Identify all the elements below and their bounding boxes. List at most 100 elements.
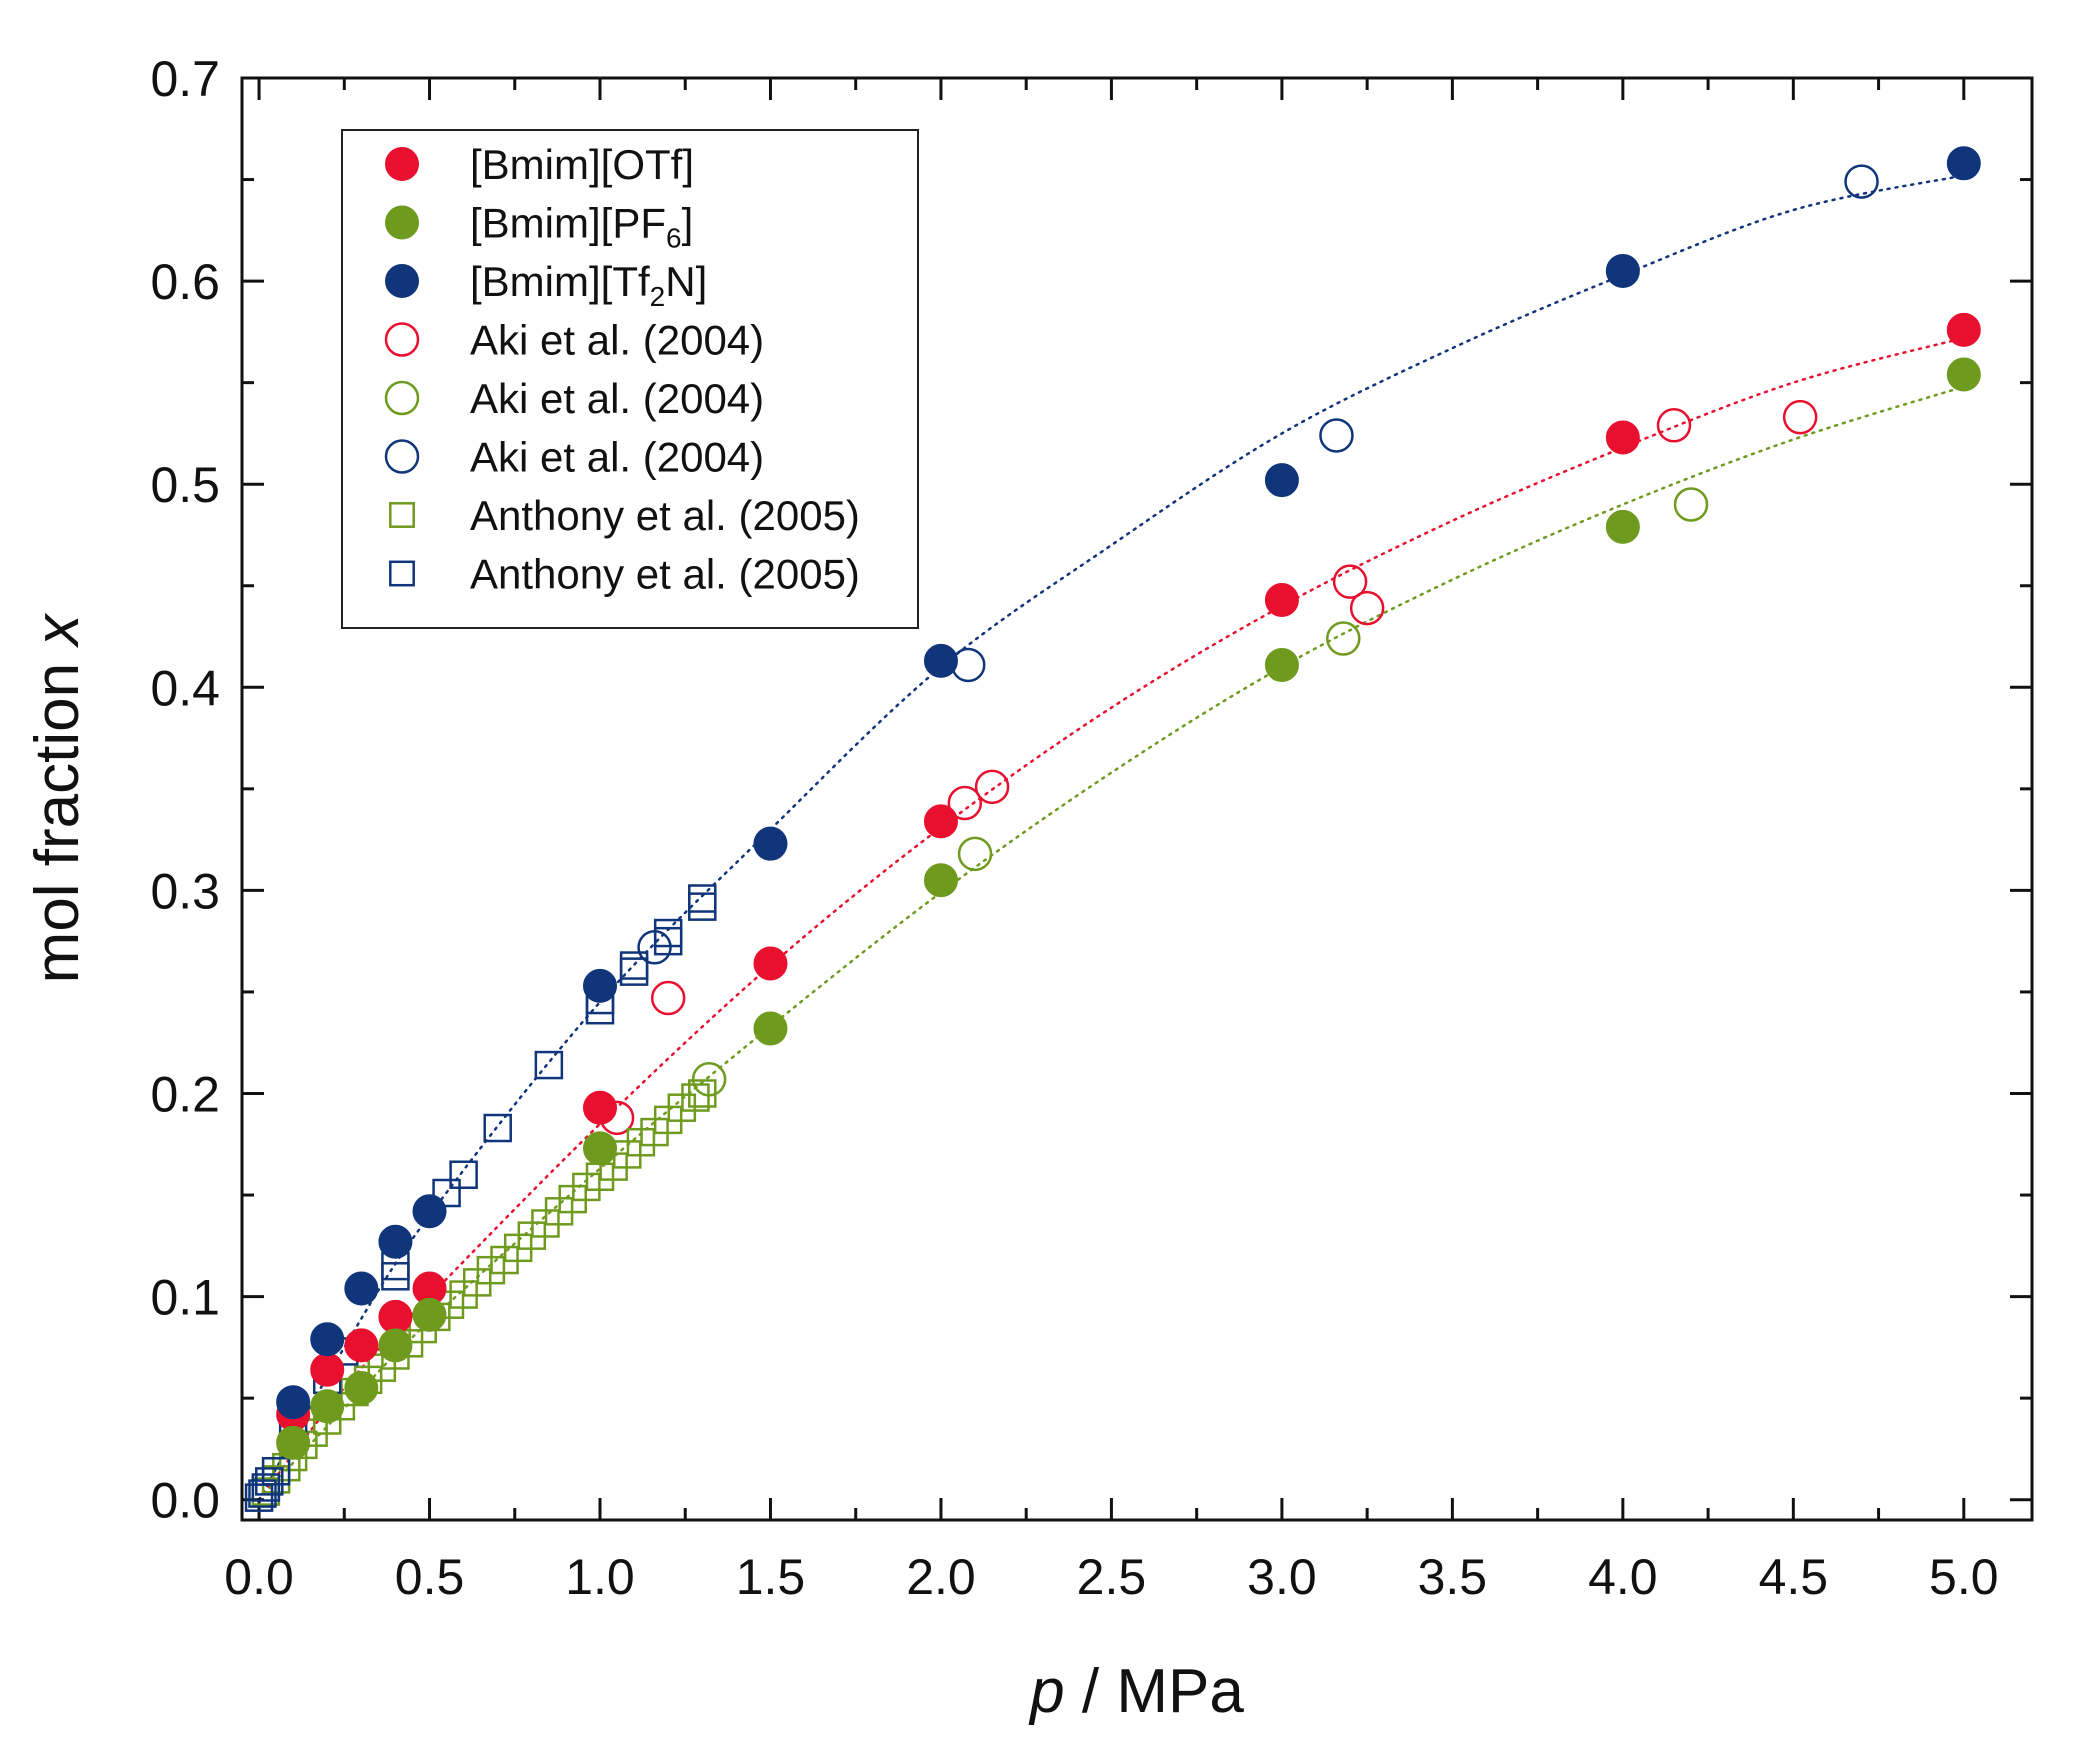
anthony-tf2n-point bbox=[653, 918, 683, 948]
legend-label-part: N] bbox=[665, 258, 707, 305]
legend-marker bbox=[389, 560, 415, 587]
data-points bbox=[244, 146, 1981, 1512]
y-tick-label: 0.3 bbox=[150, 863, 220, 919]
legend-marker bbox=[385, 147, 419, 181]
bmim-otf-point bbox=[1946, 312, 1981, 347]
anthony-pf6-series bbox=[251, 1079, 717, 1506]
bmim-pf6-point bbox=[923, 863, 958, 898]
anthony-pf6-point bbox=[681, 1083, 710, 1112]
legend-label-part: Anthony et al. (2005) bbox=[470, 492, 860, 539]
bmim-otf-point bbox=[1264, 582, 1299, 617]
legend-label-part: 6 bbox=[666, 223, 682, 254]
x-tick-label: 3.5 bbox=[1418, 1549, 1488, 1605]
y-tick-label: 0.7 bbox=[150, 51, 220, 107]
legend-label: Aki et al. (2004) bbox=[470, 317, 764, 364]
bmim-pf6-point bbox=[1605, 509, 1640, 544]
bmim-pf6-point bbox=[344, 1370, 379, 1405]
y-tick-label: 0.1 bbox=[150, 1270, 220, 1326]
legend-marker bbox=[384, 322, 420, 357]
bmim-tf2n-point bbox=[276, 1385, 311, 1420]
anthony-tf2n-point bbox=[261, 1457, 291, 1486]
anthony-tf2n-point bbox=[255, 1467, 284, 1496]
aki-otf-point bbox=[947, 785, 983, 821]
y-axis-variable: x bbox=[23, 613, 92, 649]
aki-otf-point bbox=[1332, 564, 1368, 599]
anthony-tf2n-point bbox=[244, 1483, 274, 1512]
legend-label-part: ] bbox=[682, 200, 694, 247]
aki-otf-point bbox=[1656, 408, 1692, 443]
bmim-tf2n-point bbox=[923, 643, 958, 678]
aki-otf-point bbox=[1349, 590, 1385, 626]
y-tick-label: 0.5 bbox=[150, 457, 220, 513]
anthony-tf2n-point bbox=[449, 1160, 478, 1189]
anthony-tf2n-point bbox=[251, 1473, 281, 1502]
bmim-otf-point bbox=[923, 804, 958, 839]
bmim-tf2n-point bbox=[310, 1322, 345, 1357]
legend-box bbox=[341, 129, 919, 629]
legend-label: [Bmim][Tf2N] bbox=[470, 258, 707, 312]
x-tick-label: 2.5 bbox=[1077, 1549, 1147, 1605]
bmim-otf-point bbox=[378, 1299, 413, 1334]
anthony-pf6-point bbox=[688, 1079, 717, 1108]
anthony-tf2n-point bbox=[688, 892, 717, 921]
bmim-otf-point bbox=[1605, 420, 1640, 455]
aki-otf-series bbox=[599, 399, 1818, 1136]
legend-label-part: Aki et al. (2004) bbox=[470, 375, 764, 422]
x-tick-label: 1.0 bbox=[565, 1549, 635, 1605]
legend-label-part: [Bmim][OTf] bbox=[470, 141, 694, 188]
plot-frame bbox=[240, 76, 2034, 1522]
bmim-tf2n-point bbox=[753, 826, 788, 861]
legend-label-part: 2 bbox=[650, 281, 666, 312]
bmim-pf6-point bbox=[1946, 357, 1981, 392]
legend-label-part: [Bmim][PF bbox=[470, 200, 666, 247]
anthony-tf2n-point bbox=[432, 1178, 461, 1208]
x-tick-label: 5.0 bbox=[1929, 1549, 1999, 1605]
legend-label-part: Anthony et al. (2005) bbox=[470, 551, 860, 598]
bmim-pf6-point bbox=[753, 1011, 788, 1046]
tick-labels: 0.0 0.5 1.0 1.5 2.0 2.5 3.0 3.5 4.0 4.5 5.0 0.0 0.1 0… bbox=[150, 51, 1998, 1605]
bmim-otf-point bbox=[344, 1328, 379, 1363]
x-tick-label: 3.0 bbox=[1247, 1549, 1317, 1605]
legend-marker bbox=[384, 380, 420, 416]
legend-marker bbox=[389, 502, 415, 528]
bmim-pf6-point bbox=[583, 1131, 617, 1166]
bmim-pf6-point bbox=[378, 1328, 413, 1363]
legend-label: Anthony et al. (2005) bbox=[470, 492, 860, 539]
aki-pf6-point bbox=[1326, 621, 1361, 656]
bmim-tf2n-point bbox=[344, 1271, 379, 1306]
bmim-otf-series bbox=[276, 312, 1981, 1432]
bmim-tf2n-point bbox=[1264, 463, 1299, 498]
aki-pf6-point bbox=[957, 836, 993, 872]
legend-marker bbox=[385, 264, 419, 298]
aki-otf-point bbox=[974, 769, 1010, 805]
legend-label-part: [Bmim][Tf bbox=[470, 258, 650, 305]
legend-item-aki-pf6: Aki et al. (2004) bbox=[384, 375, 764, 422]
legend-item-bmim-otf: [Bmim][OTf] bbox=[385, 141, 694, 188]
x-axis-unit: / MPa bbox=[1065, 1657, 1245, 1726]
x-tick-label: 0.5 bbox=[395, 1549, 465, 1605]
fit-otf-curve bbox=[257, 336, 1966, 1501]
bmim-tf2n-series bbox=[276, 146, 1981, 1420]
anthony-tf2n-point bbox=[534, 1050, 564, 1080]
y-axis-text: mol fraction bbox=[23, 646, 92, 984]
x-tick-label: 2.0 bbox=[906, 1549, 976, 1605]
legend-label: Aki et al. (2004) bbox=[470, 375, 764, 422]
bmim-pf6-point bbox=[412, 1297, 447, 1332]
bmim-tf2n-point bbox=[378, 1224, 413, 1259]
aki-pf6-point bbox=[1673, 487, 1709, 522]
y-tick-label: 0.0 bbox=[150, 1473, 220, 1529]
anthony-tf2n-point bbox=[483, 1113, 512, 1143]
bmim-pf6-point bbox=[276, 1425, 311, 1460]
x-axis-title: p / MPa bbox=[1028, 1657, 1244, 1726]
x-tick-label: 4.0 bbox=[1588, 1549, 1658, 1605]
legend-item-anthony-pf6: Anthony et al. (2005) bbox=[389, 492, 860, 539]
bmim-tf2n-point bbox=[1605, 253, 1640, 288]
x-tick-label: 0.0 bbox=[224, 1549, 294, 1605]
legend-item-aki-otf: Aki et al. (2004) bbox=[384, 317, 764, 364]
legend-item-bmim-pf6: [Bmim][PF6] bbox=[385, 200, 694, 254]
anthony-tf2n-point bbox=[619, 951, 649, 980]
bmim-otf-point bbox=[753, 946, 788, 981]
x-tick-label: 1.5 bbox=[736, 1549, 806, 1605]
aki-tf2n-point bbox=[1844, 164, 1879, 199]
